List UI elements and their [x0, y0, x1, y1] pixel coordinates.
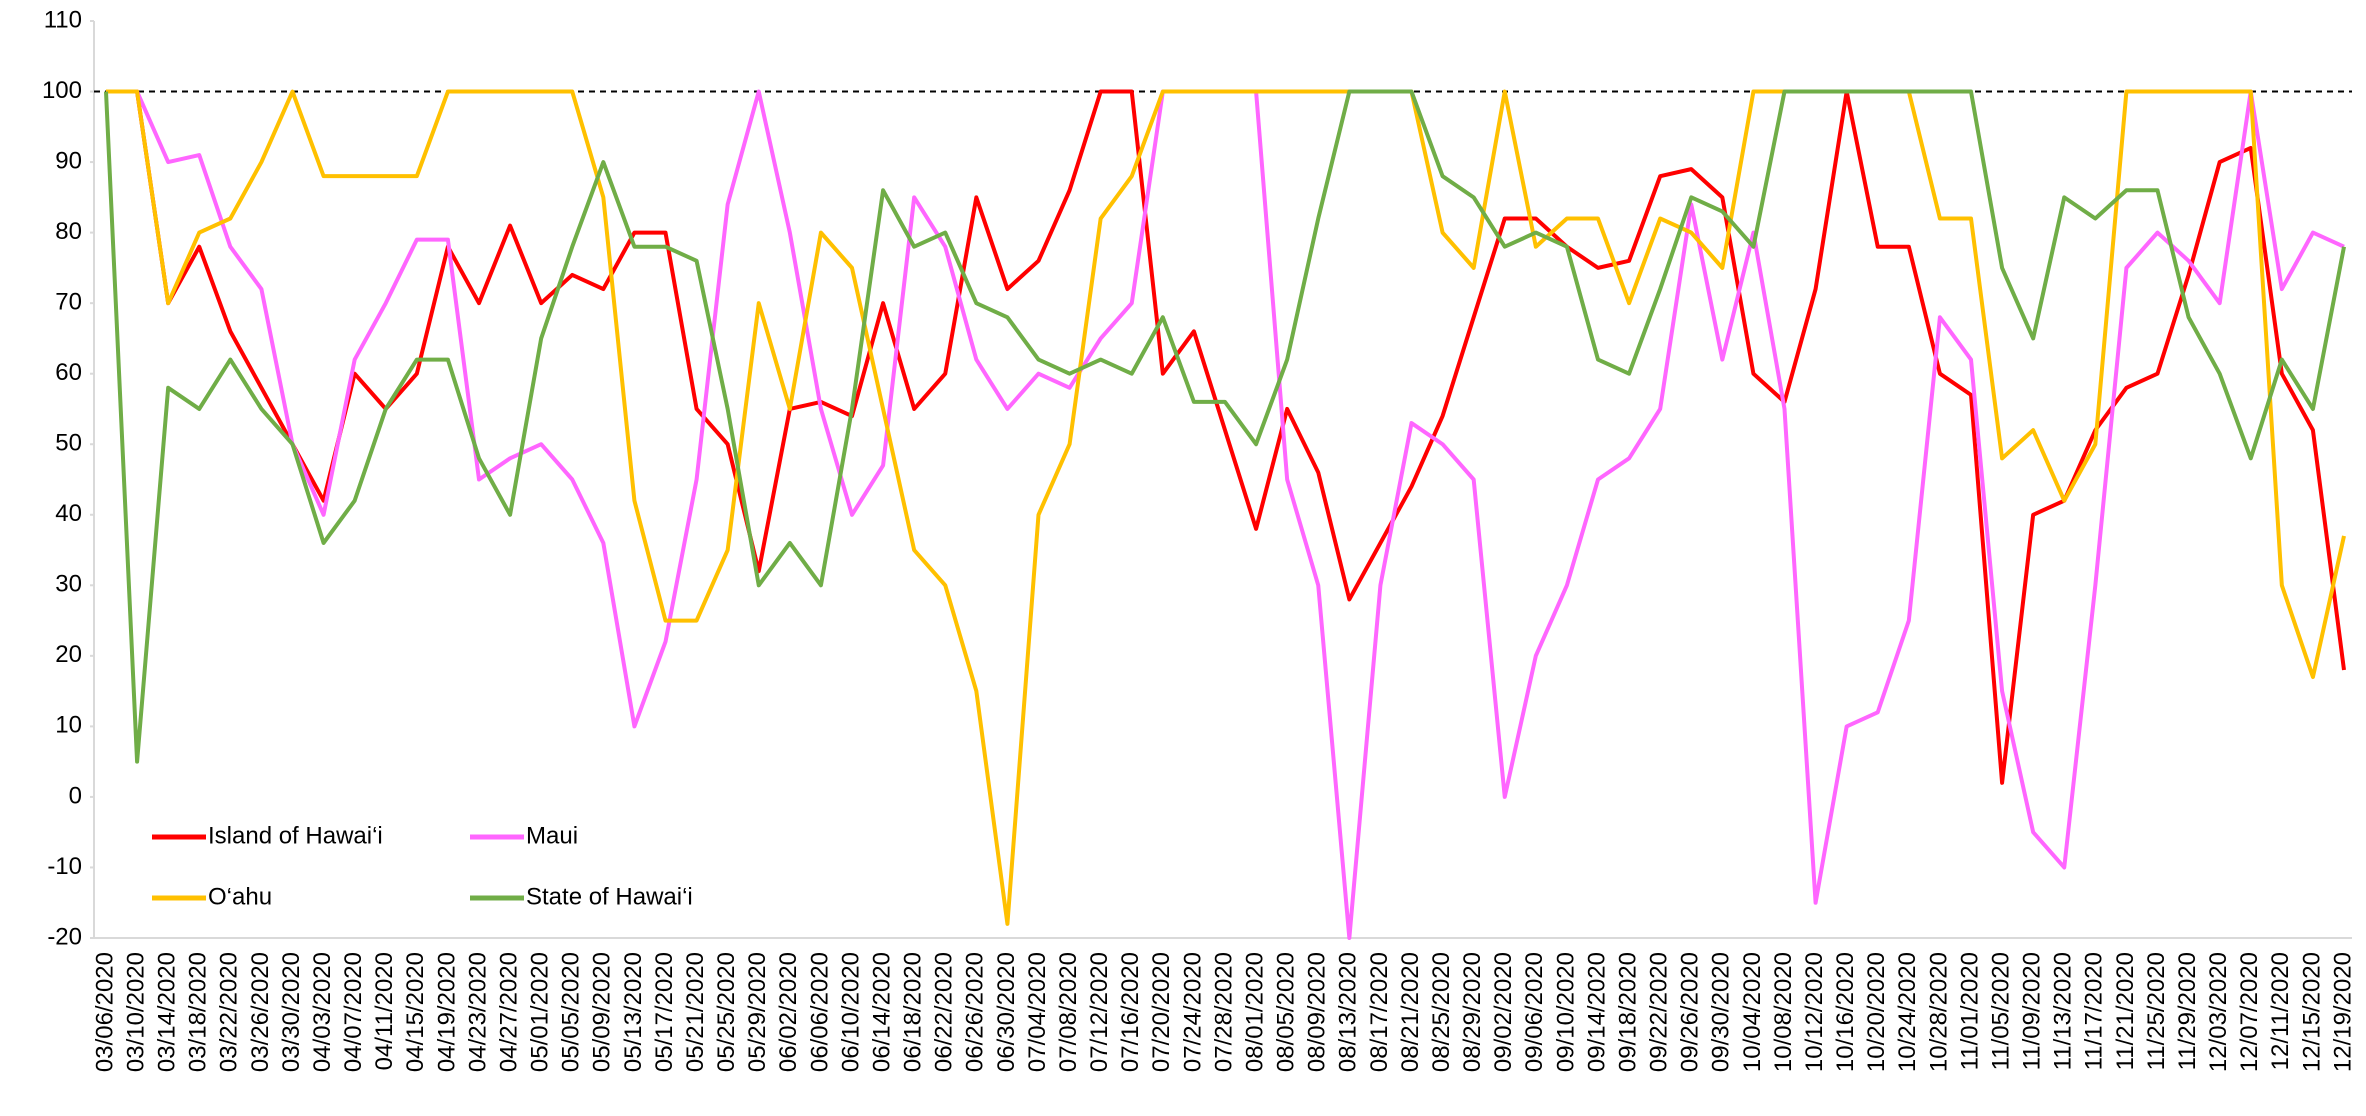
legend-label: O‘ahu — [208, 883, 272, 910]
legend-label: State of Hawai‘i — [526, 883, 693, 910]
y-tick-label: -10 — [47, 853, 82, 880]
x-tick-label: 03/22/2020 — [216, 952, 243, 1072]
x-tick-label: 12/07/2020 — [2236, 952, 2263, 1072]
x-tick-label: 09/06/2020 — [1521, 952, 1548, 1072]
x-tick-label: 06/14/2020 — [868, 952, 895, 1072]
x-tick-label: 12/15/2020 — [2298, 952, 2325, 1072]
x-tick-label: 11/05/2020 — [1987, 952, 2014, 1070]
x-tick-label: 10/24/2020 — [1894, 952, 1921, 1072]
x-tick-label: 03/14/2020 — [154, 952, 181, 1072]
y-tick-label: 60 — [55, 359, 82, 386]
x-tick-label: 10/12/2020 — [1801, 952, 1828, 1072]
series-line — [104, 89, 2346, 764]
x-tick-label: 08/29/2020 — [1459, 952, 1486, 1072]
x-tick-label: 04/07/2020 — [340, 952, 367, 1072]
x-tick-label: 08/17/2020 — [1366, 952, 1393, 1072]
x-tick-label: 09/14/2020 — [1583, 952, 1610, 1072]
x-tick-label: 07/04/2020 — [1024, 952, 1051, 1072]
x-tick-label: 12/11/2020 — [2267, 952, 2294, 1070]
x-tick-label: 11/01/2020 — [1956, 952, 1983, 1070]
x-tick-label: 03/30/2020 — [278, 952, 305, 1072]
y-tick-label: 10 — [55, 712, 82, 739]
x-tick-label: 06/22/2020 — [931, 952, 958, 1072]
x-tick-label: 08/09/2020 — [1304, 952, 1331, 1072]
x-tick-label: 09/18/2020 — [1614, 952, 1641, 1072]
x-tick-label: 04/15/2020 — [402, 952, 429, 1072]
x-tick-label: 05/01/2020 — [527, 952, 554, 1072]
y-tick-label: -20 — [47, 923, 82, 950]
x-tick-label: 06/02/2020 — [775, 952, 802, 1072]
x-tick-label: 07/24/2020 — [1179, 952, 1206, 1072]
x-tick-label: 08/01/2020 — [1241, 952, 1268, 1072]
y-tick-label: 30 — [55, 571, 82, 598]
series-line — [106, 89, 2346, 785]
x-tick-label: 11/17/2020 — [2081, 952, 2108, 1070]
y-tick-label: 50 — [55, 430, 82, 457]
x-tick-label: 11/21/2020 — [2112, 952, 2139, 1070]
x-tick-label: 05/21/2020 — [682, 952, 709, 1072]
x-tick-label: 06/30/2020 — [993, 952, 1020, 1072]
x-tick-label: 06/18/2020 — [900, 952, 927, 1072]
x-tick-label: 07/28/2020 — [1210, 952, 1237, 1072]
y-tick-label: 70 — [55, 288, 82, 315]
x-tick-label: 08/13/2020 — [1335, 952, 1362, 1072]
x-tick-label: 04/19/2020 — [433, 952, 460, 1072]
legend-label: Maui — [526, 822, 578, 849]
x-tick-label: 11/13/2020 — [2050, 952, 2077, 1070]
y-tick-label: 110 — [44, 6, 82, 33]
x-tick-label: 10/16/2020 — [1832, 952, 1859, 1072]
x-tick-label: 04/23/2020 — [464, 952, 491, 1072]
x-tick-label: 11/25/2020 — [2143, 952, 2170, 1070]
x-tick-label: 03/26/2020 — [247, 952, 274, 1072]
y-tick-label: 80 — [55, 218, 82, 245]
x-tick-label: 10/20/2020 — [1863, 952, 1890, 1072]
x-tick-label: 05/29/2020 — [744, 952, 771, 1072]
x-tick-label: 11/29/2020 — [2174, 952, 2201, 1070]
x-tick-label: 09/26/2020 — [1677, 952, 1704, 1072]
x-tick-label: 10/08/2020 — [1770, 952, 1797, 1072]
series-line — [106, 89, 2346, 926]
x-tick-label: 05/09/2020 — [589, 952, 616, 1072]
series-line — [106, 89, 2345, 940]
x-tick-label: 08/05/2020 — [1273, 952, 1300, 1072]
y-tick-label: 100 — [42, 77, 82, 104]
x-tick-label: 08/21/2020 — [1397, 952, 1424, 1072]
y-tick-label: 20 — [55, 641, 82, 668]
x-tick-label: 12/19/2020 — [2329, 952, 2356, 1072]
x-tick-label: 05/17/2020 — [651, 952, 678, 1072]
y-tick-label: 40 — [55, 500, 82, 527]
x-tick-label: 04/27/2020 — [495, 952, 522, 1072]
x-tick-label: 09/22/2020 — [1646, 952, 1673, 1072]
x-tick-label: 05/13/2020 — [620, 952, 647, 1072]
y-tick-label: 0 — [69, 782, 82, 809]
x-tick-label: 10/28/2020 — [1925, 952, 1952, 1072]
x-tick-label: 12/03/2020 — [2205, 952, 2232, 1072]
x-tick-label: 07/16/2020 — [1117, 952, 1144, 1072]
x-tick-label: 04/03/2020 — [309, 952, 336, 1072]
x-tick-label: 08/25/2020 — [1428, 952, 1455, 1072]
x-tick-label: 10/04/2020 — [1739, 952, 1766, 1072]
x-tick-label: 07/08/2020 — [1055, 952, 1082, 1072]
x-tick-label: 03/18/2020 — [185, 952, 212, 1072]
x-tick-label: 07/12/2020 — [1086, 952, 1113, 1072]
legend-label: Island of Hawai‘i — [208, 822, 383, 849]
x-tick-label: 09/10/2020 — [1552, 952, 1579, 1072]
x-tick-label: 11/09/2020 — [2019, 952, 2046, 1070]
x-tick-label: 06/06/2020 — [806, 952, 833, 1072]
x-tick-label: 06/10/2020 — [837, 952, 864, 1072]
x-tick-label: 05/05/2020 — [558, 952, 585, 1072]
x-tick-label: 06/26/2020 — [962, 952, 989, 1072]
x-tick-label: 04/11/2020 — [371, 952, 398, 1070]
x-tick-label: 03/10/2020 — [122, 952, 149, 1072]
x-tick-label: 03/06/2020 — [91, 952, 118, 1072]
x-tick-label: 09/02/2020 — [1490, 952, 1517, 1072]
x-tick-label: 09/30/2020 — [1708, 952, 1735, 1072]
x-tick-label: 07/20/2020 — [1148, 952, 1175, 1072]
x-tick-label: 05/25/2020 — [713, 952, 740, 1072]
y-tick-label: 90 — [55, 147, 82, 174]
